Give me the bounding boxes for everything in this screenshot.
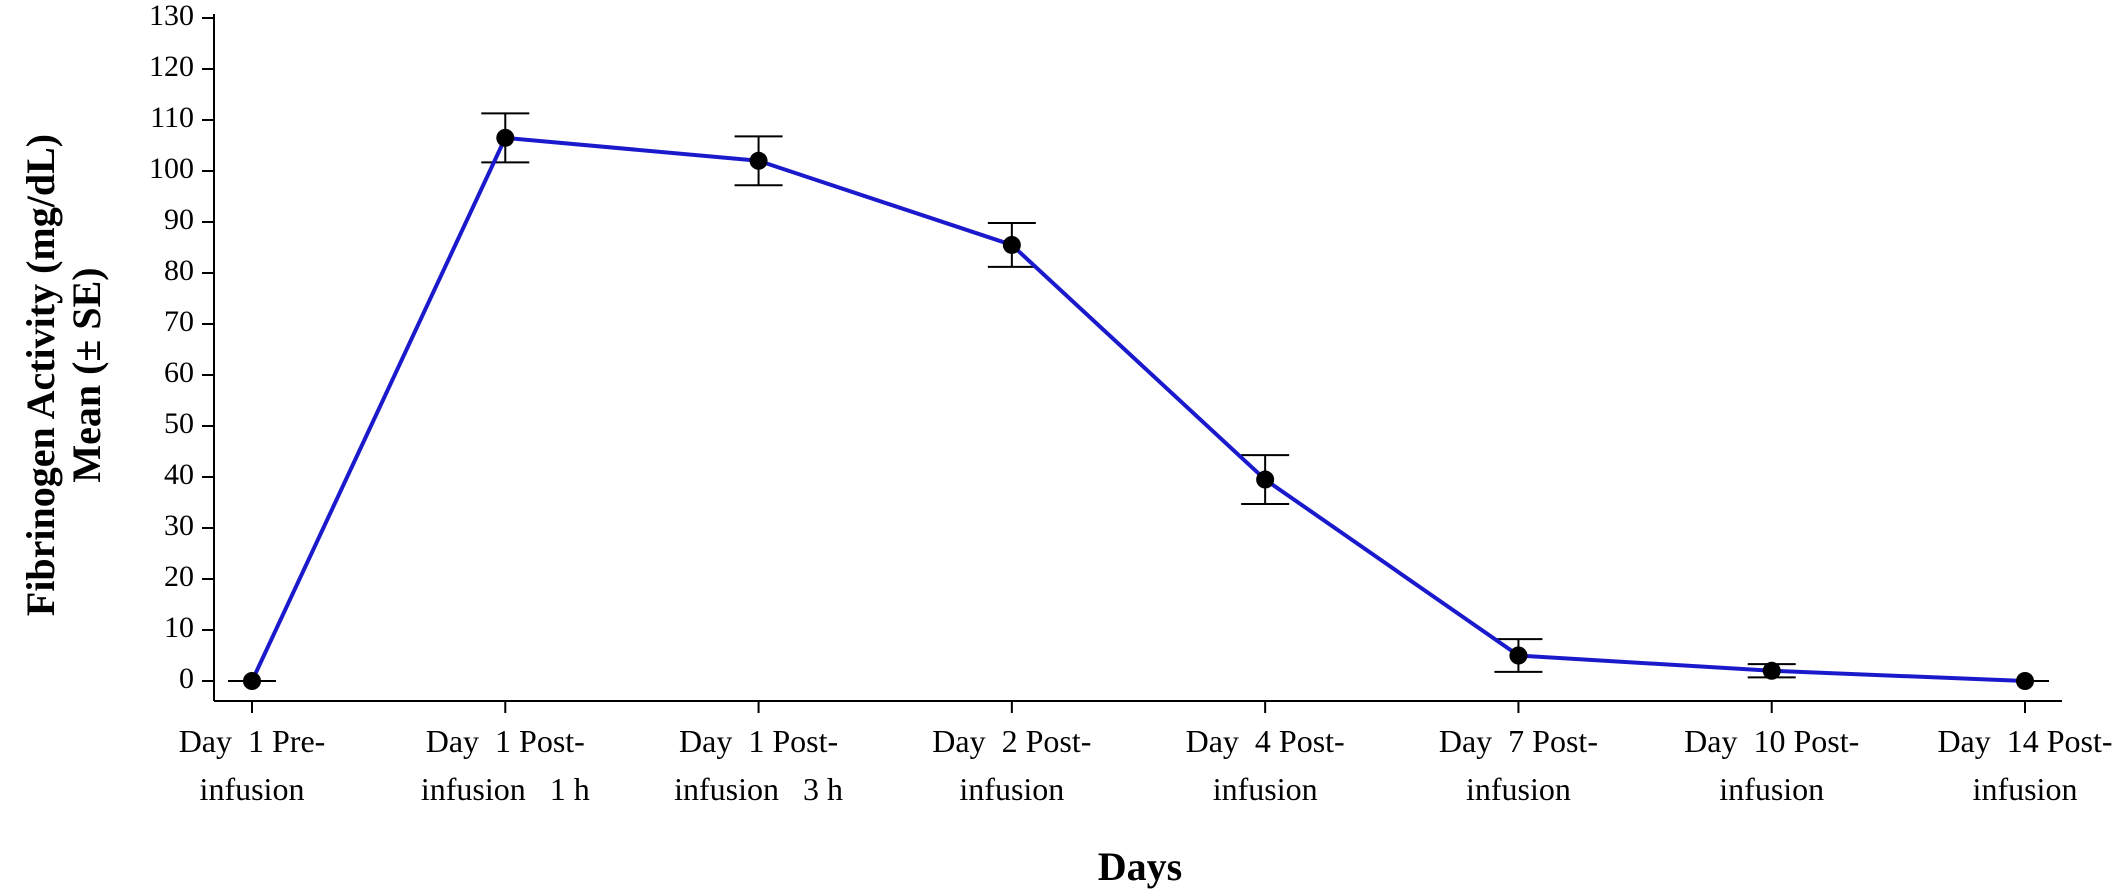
x-tick-label: Day 10 Post- [1684,723,1859,759]
x-tick-label: Day 1 Post- [679,723,838,759]
y-tick-label: 50 [164,407,194,440]
y-tick-label: 0 [179,662,194,695]
x-tick-label: Day 7 Post- [1439,723,1598,759]
y-tick-label: 10 [164,611,194,644]
x-tick-label: infusion [200,771,305,807]
x-tick-label: Day 1 Pre- [179,723,326,759]
y-tick-label: 20 [164,560,194,593]
x-ticks: Day 1 Pre-infusion Day 1 Post-infusion 1 … [179,701,2113,807]
y-axis-title-line-1: Fibrinogen Activity (mg/dL) [18,134,63,616]
x-tick-label: infusion [1719,771,1824,807]
series-0 [228,112,2049,690]
data-point [1762,661,1781,680]
x-tick-label: infusion [1466,771,1571,807]
data-point [243,672,261,690]
x-tick-label: infusion [959,771,1064,807]
x-tick-label: Day 14 Post- [1937,723,2112,759]
x-tick-label: infusion [1213,771,1318,807]
data-point [749,151,768,170]
series [228,112,2049,690]
y-ticks: 0 10 20 30 40 50 60 70 80 90 100 110 120 130 [149,0,214,695]
y-tick-label: 60 [164,356,194,389]
data-point [2016,672,2034,690]
y-tick-label: 30 [164,509,194,542]
y-axis-title: Fibrinogen Activity (mg/dL) Mean (± SE) [18,134,109,616]
data-point [1256,470,1275,489]
y-axis-title-line-2: Mean (± SE) [64,267,109,482]
series-line [250,135,2026,683]
x-tick-label: infusion [1973,771,2078,807]
y-tick-label: 130 [149,0,194,32]
x-tick-label: Day 1 Post- [426,723,585,759]
axes [213,14,2062,702]
x-tick-label: infusion 3 h [674,771,843,807]
x-tick-label: Day 2 Post- [932,723,1091,759]
y-tick-label: 40 [164,458,194,491]
x-axis-title: Days [1098,844,1182,889]
x-tick-label: Day 4 Post- [1186,723,1345,759]
y-tick-label: 90 [164,203,194,236]
y-tick-label: 80 [164,254,194,287]
y-tick-label: 100 [149,152,194,185]
data-point [1509,646,1528,665]
x-tick-label: infusion 1 h [421,771,590,807]
y-tick-label: 110 [150,101,194,134]
data-point [1002,235,1021,254]
y-tick-label: 70 [164,305,194,338]
y-tick-label: 120 [149,50,194,83]
data-point [496,128,515,147]
